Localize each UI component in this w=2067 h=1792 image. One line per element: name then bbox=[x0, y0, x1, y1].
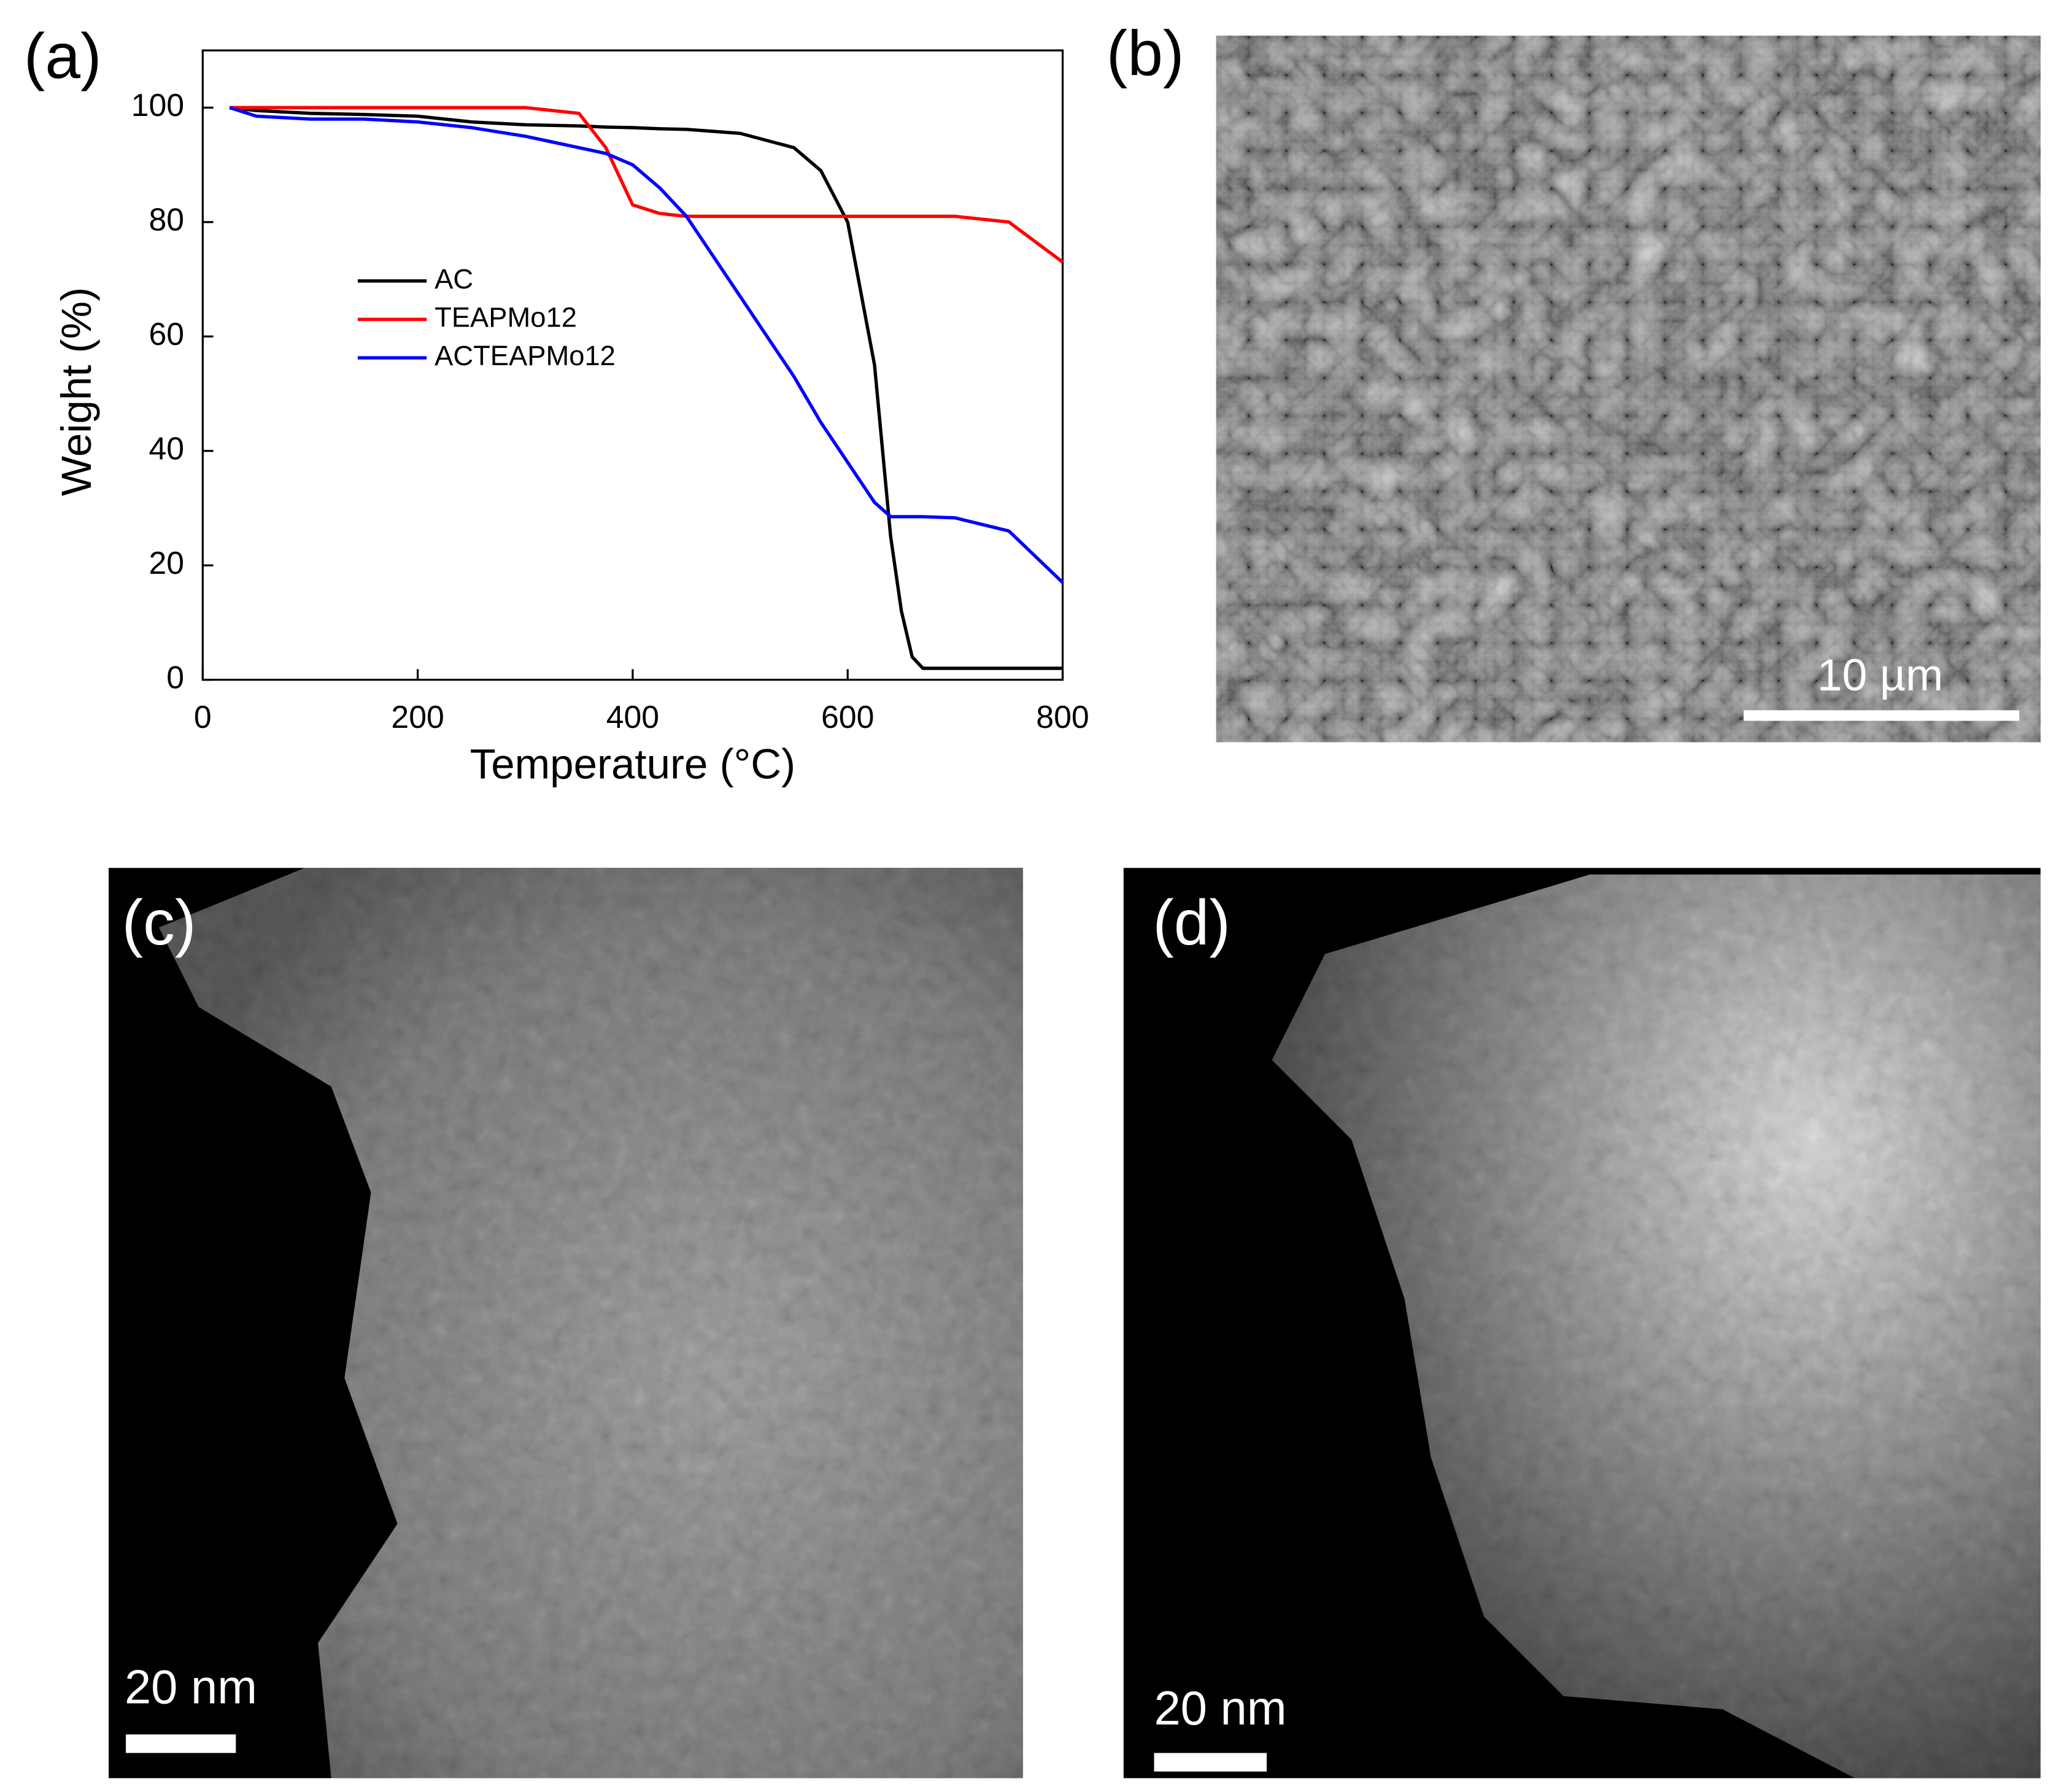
y-tick-label: 40 bbox=[149, 430, 184, 466]
legend-label: AC bbox=[435, 263, 473, 295]
x-tick-label: 0 bbox=[194, 699, 212, 735]
y-tick-label: 80 bbox=[149, 202, 184, 238]
sem-image bbox=[1216, 36, 2041, 743]
x-tick-label: 600 bbox=[821, 699, 874, 735]
data-line bbox=[229, 106, 1064, 584]
x-tick-label: 400 bbox=[606, 699, 659, 735]
data-line bbox=[230, 106, 1064, 264]
x-tick-label: 800 bbox=[1036, 699, 1089, 735]
x-tick-label: 200 bbox=[391, 699, 444, 735]
data-line bbox=[229, 106, 1063, 670]
stem-image bbox=[109, 868, 1023, 1778]
y-tick-label: 0 bbox=[166, 659, 184, 695]
scale-bar-label: 20 nm bbox=[125, 1661, 257, 1713]
y-axis-label: Weight (%) bbox=[52, 287, 100, 496]
legend-label: TEAPMo12 bbox=[435, 301, 577, 333]
scale-bar-label: 10 µm bbox=[1817, 650, 1943, 700]
plot-frame bbox=[201, 49, 1064, 681]
panel-label: (d) bbox=[1153, 887, 1231, 958]
scale-bar-label: 20 nm bbox=[1154, 1682, 1286, 1735]
panel-label: (a) bbox=[24, 20, 102, 91]
y-tick-label: 20 bbox=[149, 545, 184, 581]
y-tick-label: 60 bbox=[149, 316, 184, 352]
tga-chart: 0 200 400 600 800 0 20 40 60 80 100 Temperature (°C… bbox=[52, 49, 1089, 787]
panel-label: (b) bbox=[1107, 17, 1184, 88]
panel-label: (c) bbox=[122, 887, 196, 958]
x-axis-label: Temperature (°C) bbox=[470, 740, 796, 787]
y-tick-label: 100 bbox=[131, 87, 184, 123]
legend-label: ACTEAPMo12 bbox=[435, 340, 616, 371]
stem-image bbox=[1123, 868, 2041, 1778]
